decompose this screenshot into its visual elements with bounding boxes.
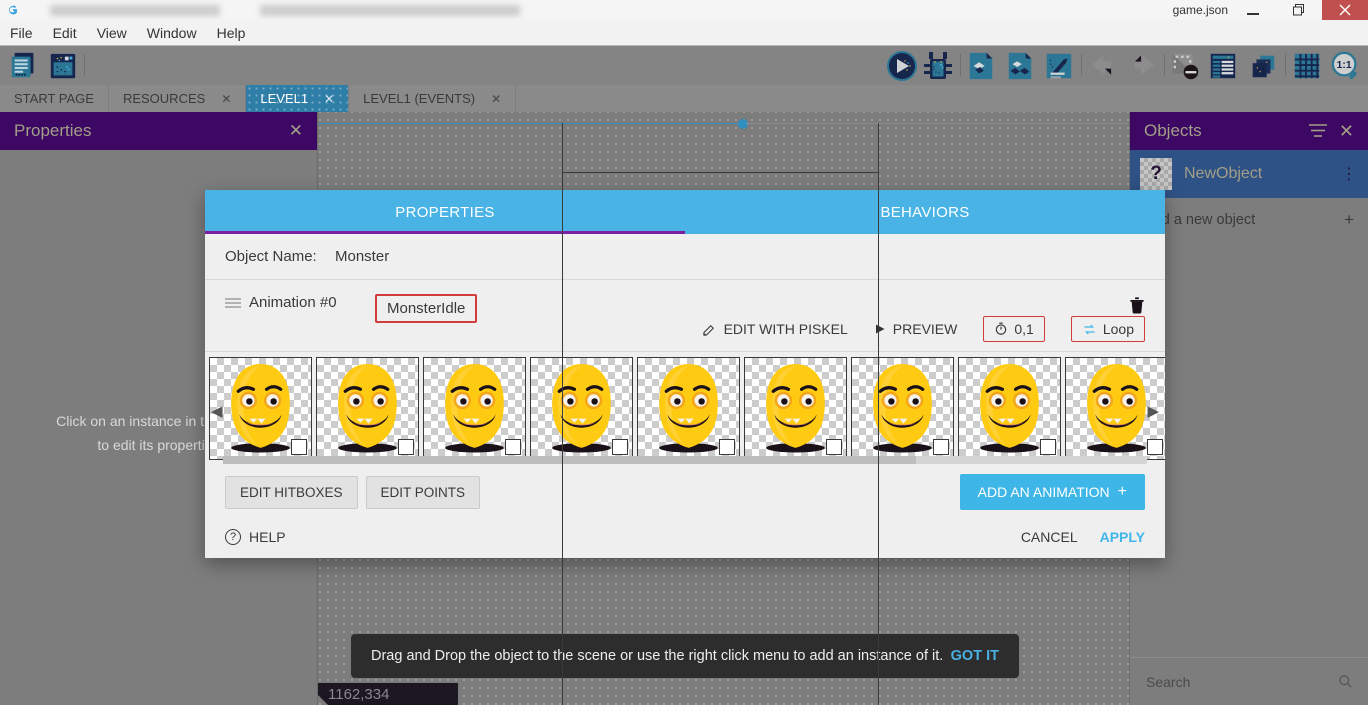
svg-text:1:1: 1:1 xyxy=(1337,60,1352,71)
